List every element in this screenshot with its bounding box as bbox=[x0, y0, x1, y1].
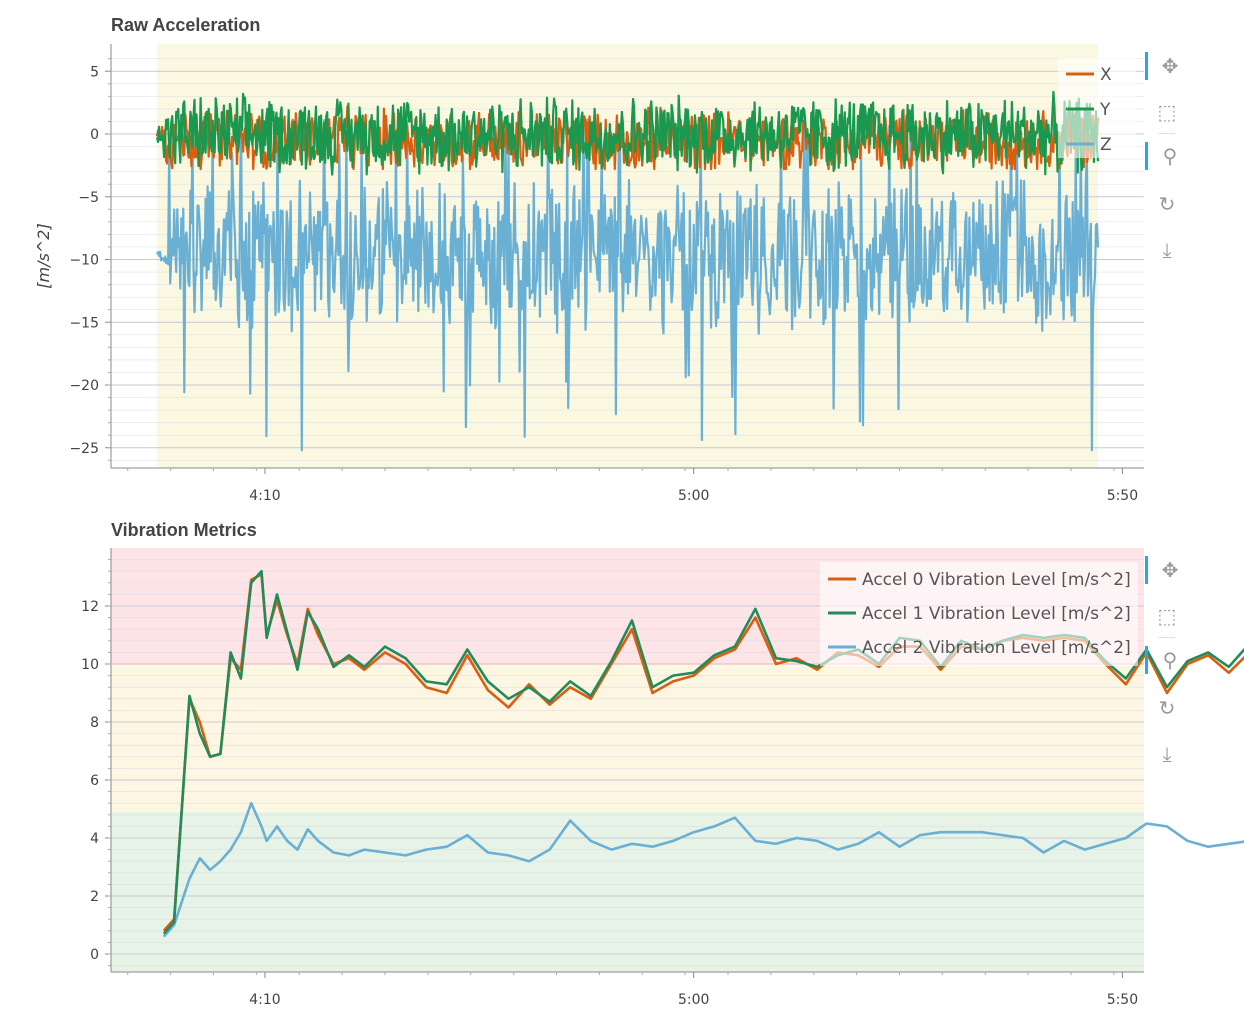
y-axis-label: [m/s^2] bbox=[34, 223, 53, 288]
series-line-y bbox=[155, 90, 1100, 176]
series-line bbox=[162, 569, 1244, 935]
y-tick-label: 8 bbox=[90, 715, 99, 731]
y-tick-label: 10 bbox=[81, 657, 99, 673]
y-tick-label: −25 bbox=[69, 441, 99, 457]
y-tick-label: −15 bbox=[69, 315, 99, 331]
y-tick-label: 6 bbox=[90, 773, 99, 789]
vibration-metrics-panel: Vibration Metrics 0246810124:105:005:506… bbox=[0, 510, 1244, 1016]
legend-label: X bbox=[1100, 65, 1112, 85]
y-tick-label: 4 bbox=[90, 831, 99, 847]
wheel-zoom-icon[interactable]: ⚲ bbox=[1145, 646, 1184, 674]
box-zoom-icon[interactable]: ⬚ bbox=[1157, 604, 1177, 628]
reset-icon[interactable]: ↻ bbox=[1158, 696, 1176, 720]
chart-title: Vibration Metrics bbox=[111, 520, 257, 540]
series-line-z bbox=[155, 118, 1100, 452]
save-icon[interactable]: ⤓ bbox=[1162, 742, 1172, 766]
pan-icon[interactable]: ✥ bbox=[1145, 52, 1184, 80]
y-tick-label: −5 bbox=[78, 190, 99, 206]
pan-icon[interactable]: ✥ bbox=[1145, 556, 1184, 584]
legend-label: Y bbox=[1099, 100, 1111, 120]
legend-label: Accel 1 Vibration Level [m/s^2] bbox=[862, 604, 1131, 624]
y-tick-label: 0 bbox=[90, 947, 99, 963]
legend-label: Accel 2 Vibration Level [m/s^2] bbox=[862, 638, 1131, 658]
x-tick-label: 5:50 bbox=[1107, 992, 1138, 1008]
legend-box bbox=[820, 562, 1138, 666]
x-tick-label: 4:10 bbox=[249, 488, 280, 504]
legend-label: Accel 0 Vibration Level [m/s^2] bbox=[862, 570, 1131, 590]
y-tick-label: −10 bbox=[69, 253, 99, 269]
legend-label: Z bbox=[1100, 135, 1112, 155]
y-tick-label: 0 bbox=[90, 127, 99, 143]
x-tick-label: 4:10 bbox=[249, 992, 280, 1008]
reset-icon[interactable]: ↻ bbox=[1158, 192, 1176, 216]
save-icon[interactable]: ⤓ bbox=[1162, 238, 1172, 262]
y-tick-label: 12 bbox=[81, 599, 99, 615]
x-tick-label: 5:50 bbox=[1107, 488, 1138, 504]
chart-toolbar: ✥ ⬚ ⚲ ↻ ⤓ bbox=[1145, 44, 1190, 274]
y-tick-label: −20 bbox=[69, 378, 99, 394]
raw-acceleration-chart[interactable]: 50−5−10−15−20−254:105:005:506:40[m/s^2]X… bbox=[0, 0, 1244, 510]
raw-acceleration-panel: Raw Acceleration 5 0 −5 −10 −15 −20 −25 4:10 5:0… bbox=[0, 0, 1244, 510]
chart-toolbar: ✥ ⬚ ⚲ ↻ ⤓ bbox=[1145, 548, 1190, 778]
threshold-band bbox=[111, 664, 1144, 812]
wheel-zoom-icon[interactable]: ⚲ bbox=[1145, 142, 1184, 170]
y-tick-label: 5 bbox=[90, 64, 99, 80]
x-tick-label: 5:00 bbox=[678, 488, 709, 504]
series-line bbox=[162, 801, 1244, 938]
toolbar-separator bbox=[1159, 133, 1175, 134]
y-tick-label: 2 bbox=[90, 889, 99, 905]
chart-title: Raw Acceleration bbox=[111, 15, 261, 35]
box-zoom-icon[interactable]: ⬚ bbox=[1157, 100, 1177, 124]
toolbar-separator bbox=[1159, 637, 1175, 638]
x-tick-label: 5:00 bbox=[678, 992, 709, 1008]
